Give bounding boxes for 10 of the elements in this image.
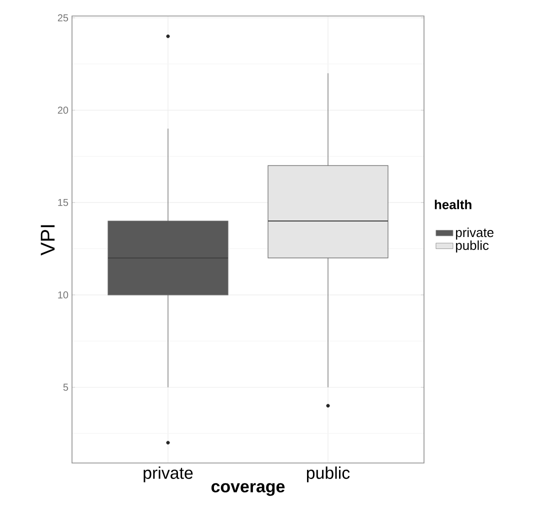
- y-tick-label: 10: [58, 291, 68, 298]
- y-tick-label: 20: [58, 106, 68, 114]
- y-axis-title: VPI: [40, 225, 55, 256]
- y-tick-label: 15: [58, 199, 68, 206]
- y-tick-label: 25: [58, 14, 68, 22]
- x-axis-title: coverage: [211, 483, 285, 496]
- y-tick-label: 5: [63, 384, 68, 391]
- legend-title: health: [434, 200, 472, 210]
- legend-label: private: [456, 228, 494, 240]
- legend-label: public: [456, 240, 489, 253]
